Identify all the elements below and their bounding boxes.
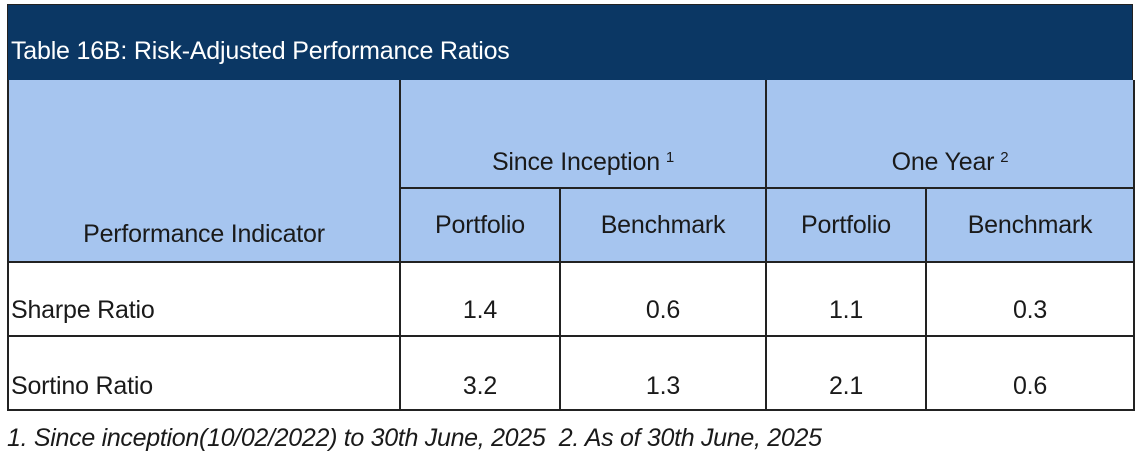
- table-title: Table 16B: Risk-Adjusted Performance Rat…: [7, 4, 1133, 80]
- table-cell: 1.4: [399, 261, 561, 337]
- performance-ratios-table: Performance Indicator Since Inception 1 O…: [7, 80, 1136, 411]
- table-row: Sharpe Ratio 1.4 0.6 1.1 0.3: [7, 261, 1136, 337]
- column-header-performance-indicator: Performance Indicator: [7, 80, 401, 263]
- table-cell: 0.6: [558, 261, 768, 337]
- column-header-portfolio: Portfolio: [399, 187, 561, 263]
- footnote-marker: 1: [665, 149, 675, 166]
- table-cell: 1.3: [558, 335, 768, 411]
- row-label: Sortino Ratio: [7, 335, 401, 411]
- group-header-one-year: One Year 2: [765, 80, 1136, 189]
- group-header-label: Since Inception: [491, 148, 660, 176]
- table-cell: 0.3: [925, 261, 1136, 337]
- group-header-label: One Year: [891, 148, 995, 176]
- group-header-since-inception: Since Inception 1: [398, 80, 768, 189]
- performance-ratios-table-container: Table 16B: Risk-Adjusted Performance Rat…: [7, 4, 1136, 411]
- column-header-portfolio: Portfolio: [765, 187, 928, 263]
- table-row: Sortino Ratio 3.2 1.3 2.1 0.6: [7, 335, 1136, 411]
- column-header-benchmark: Benchmark: [925, 187, 1136, 263]
- row-label: Sharpe Ratio: [7, 261, 401, 337]
- column-header-benchmark: Benchmark: [558, 187, 768, 263]
- table-footnote: 1. Since inception(10/02/2022) to 30th J…: [7, 424, 822, 452]
- table-cell: 2.1: [765, 335, 928, 411]
- table-cell: 3.2: [399, 335, 561, 411]
- table-cell: 0.6: [925, 335, 1136, 411]
- table-cell: 1.1: [765, 261, 928, 337]
- footnote-marker: 2: [1000, 149, 1009, 166]
